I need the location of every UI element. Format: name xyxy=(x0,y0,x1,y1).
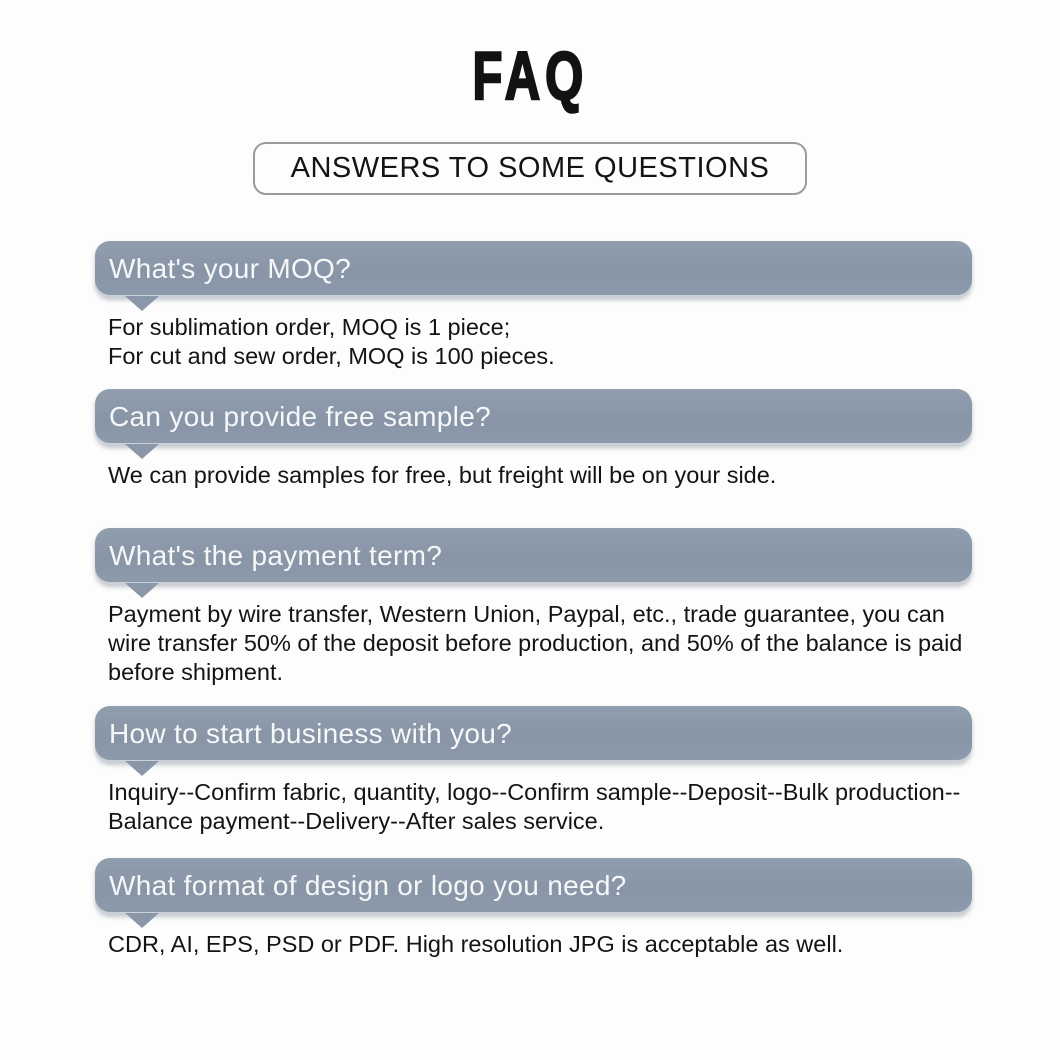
faq-page: FAQ ANSWERS TO SOME QUESTIONS What's you… xyxy=(0,38,1060,1060)
faq-question-text: What format of design or logo you need? xyxy=(109,870,627,901)
faq-question-bar: What's the payment term? xyxy=(95,528,972,598)
faq-question-text: Can you provide free sample? xyxy=(109,401,491,432)
faq-answer-text: Payment by wire transfer, Western Union,… xyxy=(108,601,963,685)
faq-item: What format of design or logo you need? … xyxy=(0,858,1060,959)
faq-question-bar: What's your MOQ? xyxy=(95,241,972,311)
faq-question-text: What's your MOQ? xyxy=(109,253,351,284)
speech-bubble-tail xyxy=(125,583,159,598)
faq-question-text: How to start business with you? xyxy=(109,718,513,749)
faq-item: What's the payment term? Payment by wire… xyxy=(0,528,1060,687)
faq-question-text: What's the payment term? xyxy=(109,540,443,571)
faq-answer-text: Inquiry--Confirm fabric, quantity, logo-… xyxy=(108,779,961,834)
speech-bubble-tail xyxy=(125,296,159,311)
page-subtitle-text: ANSWERS TO SOME QUESTIONS xyxy=(290,152,770,184)
page-title-wrap: FAQ xyxy=(0,38,1060,114)
speech-bubble-tail xyxy=(125,913,159,928)
speech-bubble-tail xyxy=(125,444,159,459)
faq-question-bar: Can you provide free sample? xyxy=(95,389,972,459)
faq-item: Can you provide free sample? We can prov… xyxy=(0,389,1060,490)
faq-question-bar: What format of design or logo you need? xyxy=(95,858,972,928)
faq-answer-text: We can provide samples for free, but fre… xyxy=(108,462,777,488)
faq-answer-text: CDR, AI, EPS, PSD or PDF. High resolutio… xyxy=(108,931,844,957)
speech-bubble-tail xyxy=(125,761,159,776)
faq-list: What's your MOQ? For sublimation order, … xyxy=(0,241,1060,959)
faq-item: How to start business with you? Inquiry-… xyxy=(0,706,1060,836)
faq-question-bar: How to start business with you? xyxy=(95,706,972,776)
page-title: FAQ xyxy=(471,38,588,114)
faq-answer-text: For sublimation order, MOQ is 1 piece; F… xyxy=(108,314,555,369)
faq-item: What's your MOQ? For sublimation order, … xyxy=(0,241,1060,371)
page-subtitle-pill: ANSWERS TO SOME QUESTIONS xyxy=(252,142,808,195)
